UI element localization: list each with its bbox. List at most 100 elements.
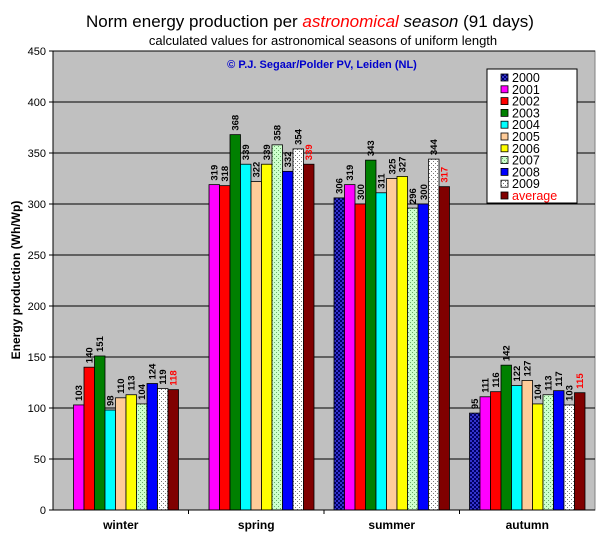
bars-group (73, 134, 586, 511)
chart-title-emphasis: astronomical (302, 12, 400, 31)
bar-2001-spring (208, 184, 220, 511)
data-label: 142 (502, 345, 513, 361)
bar-2002-summer (354, 203, 366, 511)
bar-2004-winter (104, 409, 116, 511)
bar-2002-winter (83, 366, 95, 511)
data-label: 119 (158, 369, 169, 384)
y-axis-label: Energy production (Wh/Wp) (9, 201, 23, 360)
bar-2007-spring (271, 144, 283, 511)
legend-swatch-2003 (500, 109, 509, 117)
bar-2007-winter (136, 403, 148, 511)
legend-label-2009: 2009 (512, 177, 540, 191)
bar-2004-autumn (511, 385, 523, 511)
bar-2007-summer (407, 207, 419, 511)
bar-2008-winter (146, 383, 158, 511)
bar-2003-autumn (500, 364, 512, 511)
bar-average-autumn (574, 392, 586, 511)
data-label: 327 (398, 157, 409, 173)
bar-2006-winter (125, 394, 137, 511)
x-tick-label: summer (368, 518, 415, 532)
bar-2002-autumn (490, 391, 502, 511)
data-label: 95 (470, 398, 481, 409)
legend-label-2004: 2004 (512, 118, 540, 132)
legend-label-2006: 2006 (512, 142, 540, 156)
data-label: 322 (252, 162, 263, 178)
bar-2006-summer (396, 176, 408, 511)
bar-2005-summer (386, 178, 398, 511)
data-label: 296 (408, 188, 419, 204)
legend-label-2001: 2001 (512, 83, 540, 97)
bar-2001-autumn (479, 396, 491, 511)
y-tick-label: 100 (28, 403, 46, 415)
data-label: 104 (137, 383, 148, 400)
bar-2008-spring (282, 170, 294, 511)
data-label: 339 (304, 144, 315, 160)
data-label: 343 (366, 140, 377, 156)
bar-2008-summer (417, 203, 429, 511)
bar-2003-spring (229, 134, 241, 511)
bar-2006-autumn (532, 403, 544, 511)
bar-2009-summer (428, 158, 440, 511)
data-label: 124 (148, 363, 159, 380)
data-label: 339 (262, 144, 273, 160)
legend-swatch-2001 (500, 85, 509, 94)
chart-title-suffix: (91 days) (458, 12, 534, 31)
data-label: 140 (85, 347, 96, 363)
data-label: 113 (127, 375, 138, 390)
bar-2002-spring (219, 185, 231, 511)
bar-2004-spring (240, 163, 252, 511)
bar-2001-winter (73, 404, 85, 511)
chart-title-emphasis-2: season (404, 12, 459, 31)
bar-2003-winter (94, 355, 106, 511)
y-tick-label: 300 (28, 199, 46, 211)
legend-swatch-2009 (500, 179, 509, 188)
legend-swatch-2004 (500, 120, 509, 129)
legend-label-average: average (512, 189, 557, 203)
x-tick-label: autumn (506, 518, 549, 532)
data-label: 104 (533, 383, 544, 400)
bar-2000-summer (333, 197, 345, 511)
data-label: 151 (95, 335, 106, 352)
y-tick-label: 150 (28, 352, 46, 364)
data-label: 344 (429, 139, 440, 156)
bar-2001-summer (344, 184, 356, 511)
chart-title-part: Norm energy production per (86, 12, 302, 31)
data-label: 319 (210, 165, 221, 181)
chart-title: Norm energy production per astronomical … (86, 12, 534, 31)
y-tick-label: 250 (28, 250, 46, 262)
data-label: 339 (241, 144, 252, 160)
x-tick-label: spring (238, 518, 275, 532)
data-label: 118 (169, 370, 180, 385)
legend-swatch-2000 (500, 73, 509, 82)
bar-average-summer (438, 186, 450, 511)
data-label: 354 (294, 128, 305, 145)
legend-swatch-2007 (500, 156, 509, 165)
data-label: 332 (283, 152, 294, 168)
legend-label-2003: 2003 (512, 106, 540, 120)
data-label: 116 (491, 372, 502, 387)
legend-label-2002: 2002 (512, 95, 540, 109)
y-tick-label: 350 (28, 148, 46, 160)
bar-2005-autumn (521, 380, 533, 511)
legend-label-2008: 2008 (512, 165, 540, 179)
y-tick-label: 0 (40, 505, 46, 517)
data-label: 300 (419, 184, 430, 200)
bar-2008-autumn (553, 390, 565, 511)
legend-label-2005: 2005 (512, 130, 540, 144)
data-label: 98 (106, 395, 117, 406)
bar-2009-winter (157, 388, 169, 511)
legend-swatch-2005 (500, 132, 509, 141)
data-label: 306 (335, 178, 346, 194)
data-label: 311 (377, 173, 388, 189)
bar-2009-autumn (563, 404, 575, 511)
y-tick-label: 450 (28, 46, 46, 58)
data-label: 117 (554, 371, 565, 386)
data-label: 115 (575, 373, 586, 389)
data-label: 358 (273, 125, 284, 141)
data-label: 113 (544, 375, 555, 390)
legend-swatch-2006 (500, 144, 509, 153)
data-label: 317 (440, 167, 451, 183)
data-label: 127 (523, 361, 534, 377)
